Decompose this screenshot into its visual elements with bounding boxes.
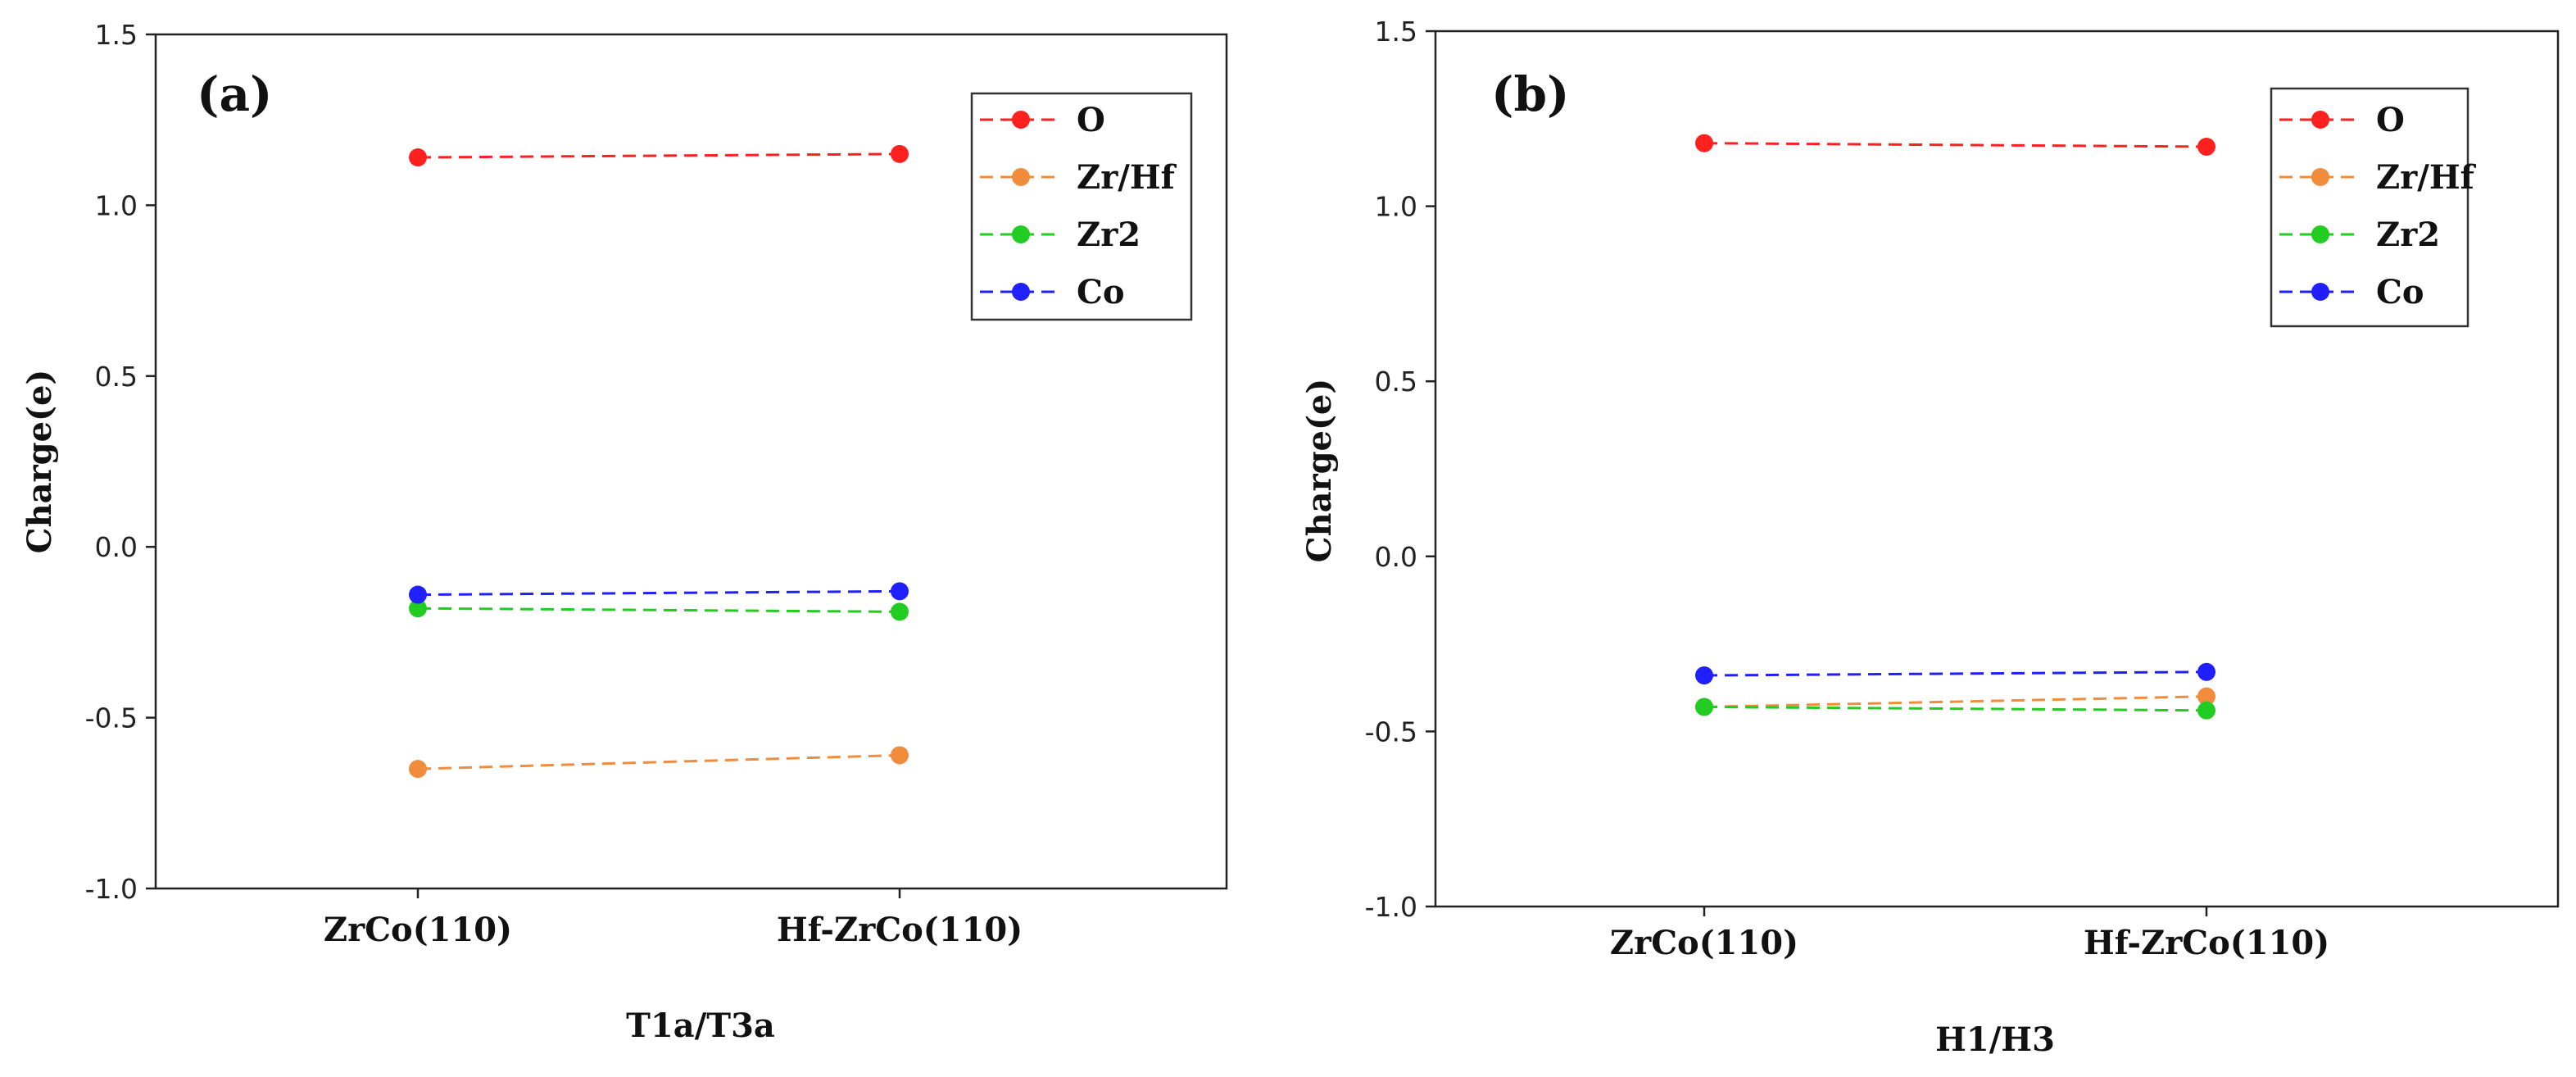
data-point xyxy=(409,585,427,604)
legend-item: Co xyxy=(2279,273,2424,311)
legend-item: Zr/Hf xyxy=(2279,158,2477,197)
y-tick-label: 0.0 xyxy=(1375,541,1417,573)
data-point xyxy=(2197,687,2215,706)
legend-marker xyxy=(2311,168,2329,186)
legend: O Zr/Hf Zr2 Co xyxy=(970,92,1193,321)
y-tick-label: -1.0 xyxy=(1365,891,1417,923)
series-o xyxy=(1695,134,2215,156)
legend-label: Zr/Hf xyxy=(2376,158,2477,197)
legend-label: O xyxy=(2376,101,2405,139)
legend-marker xyxy=(1012,283,1030,301)
series-zr-hf xyxy=(1695,687,2215,716)
data-point xyxy=(2197,701,2215,720)
series-line xyxy=(417,589,900,597)
x-category-label: Hf-ZrCo(110) xyxy=(2084,924,2329,962)
legend-marker xyxy=(1012,111,1030,129)
x-category-label: Hf-ZrCo(110) xyxy=(777,911,1023,949)
legend-label: Co xyxy=(1077,273,1125,311)
y-tick-label: 0.5 xyxy=(95,361,138,393)
legend-marker xyxy=(2311,111,2329,129)
legend-label: Zr2 xyxy=(1077,216,1141,254)
series-line xyxy=(1703,695,2207,708)
plot-frame xyxy=(1434,30,2560,908)
y-axis-title: Charge(e) xyxy=(20,370,59,554)
panel-label: (b) xyxy=(1491,66,1569,122)
data-point xyxy=(891,746,909,765)
y-axis-title: Charge(e) xyxy=(1300,379,1339,563)
x-axis-title: T1a/T3a xyxy=(626,1007,775,1045)
series-line xyxy=(1703,670,2207,677)
chart-panel-a: 1.5 1.0 0.5 0.0 -0.5 -1.0 ZrCo(110) Hf-ZrCo(110… xyxy=(20,19,1228,1045)
chart-panel-b: 1.5 1.0 0.5 0.0 -0.5 -1.0 ZrCo(110) Hf-ZrCo(110… xyxy=(1300,16,2560,1059)
y-tick-label: -0.5 xyxy=(1365,716,1417,748)
legend-label: Zr/Hf xyxy=(1077,158,1177,197)
legend-item: Co xyxy=(980,273,1125,311)
x-category-label: ZrCo(110) xyxy=(1610,924,1798,962)
series-zr2 xyxy=(1695,698,2215,720)
data-point xyxy=(891,602,909,621)
series-o xyxy=(409,144,909,167)
y-tick-label: 1.5 xyxy=(1375,16,1417,48)
data-point xyxy=(1695,698,1713,716)
y-tick-label: 1.5 xyxy=(95,19,138,51)
series-zr2 xyxy=(409,599,909,621)
y-tick-label: -0.5 xyxy=(85,702,138,734)
data-point xyxy=(891,582,909,601)
legend-item: Zr/Hf xyxy=(980,158,1177,197)
legend-marker xyxy=(1012,225,1030,243)
data-point xyxy=(409,148,427,167)
legend-marker xyxy=(2311,225,2329,243)
legend-item: O xyxy=(2279,101,2405,139)
series-co xyxy=(1695,662,2215,685)
legend-label: O xyxy=(1077,101,1105,139)
data-point xyxy=(409,599,427,618)
x-category-label: ZrCo(110) xyxy=(324,911,512,949)
series-line xyxy=(1703,705,2207,712)
y-tick-label: 1.0 xyxy=(95,189,138,221)
legend-label: Zr2 xyxy=(2376,216,2440,254)
x-axis-title: H1/H3 xyxy=(1935,1020,2055,1059)
legend-label: Co xyxy=(2376,273,2424,311)
legend-marker xyxy=(1012,168,1030,186)
series-zr-hf xyxy=(409,746,909,779)
series-line xyxy=(1703,142,2207,148)
panel-label: (a) xyxy=(197,66,272,122)
series-line xyxy=(417,607,900,613)
series-co xyxy=(409,582,909,604)
data-point xyxy=(891,144,909,163)
series-line xyxy=(417,753,900,770)
data-point xyxy=(1695,134,1713,152)
series-line xyxy=(417,152,900,159)
data-point xyxy=(409,760,427,779)
data-point xyxy=(2197,662,2215,681)
y-tick-label: -1.0 xyxy=(85,873,138,905)
legend-box xyxy=(970,92,1193,321)
legend-item: Zr2 xyxy=(980,216,1141,254)
y-tick-label: 1.0 xyxy=(1375,191,1417,223)
data-point xyxy=(1695,666,1713,685)
y-tick-label: 0.0 xyxy=(95,531,138,563)
legend-box xyxy=(2270,87,2469,328)
plot-frame xyxy=(154,33,1228,890)
legend-marker xyxy=(2311,283,2329,301)
legend-item: O xyxy=(980,101,1105,139)
data-point xyxy=(2197,137,2215,156)
legend-item: Zr2 xyxy=(2279,216,2440,254)
legend: O Zr/Hf Zr2 Co xyxy=(2270,87,2477,328)
y-tick-label: 0.5 xyxy=(1375,366,1417,398)
